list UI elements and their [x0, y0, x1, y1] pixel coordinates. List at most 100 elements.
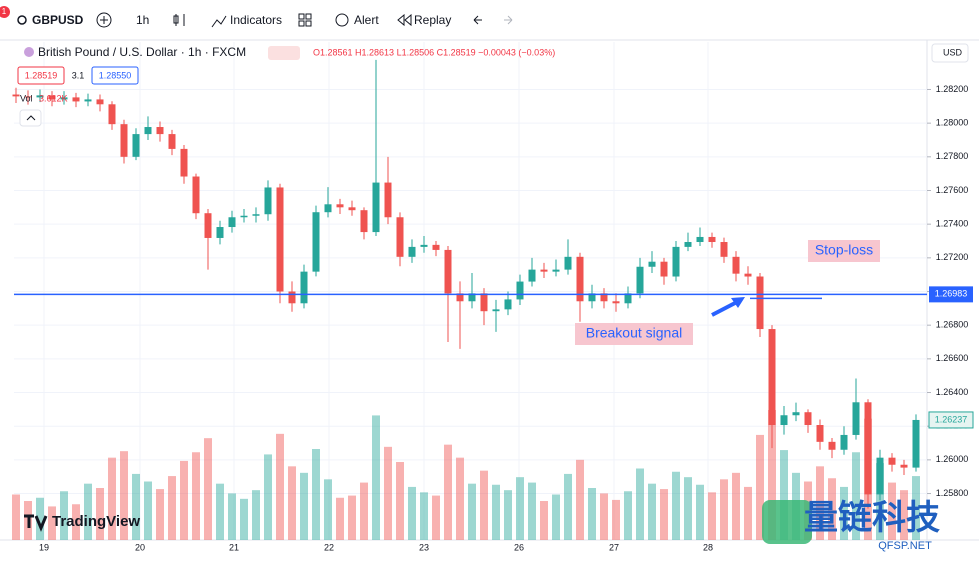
candle-body	[204, 213, 212, 238]
volume-bar	[492, 484, 500, 540]
x-tick-label: 22	[324, 542, 334, 552]
volume-bar	[660, 489, 668, 540]
currency[interactable]: USD	[943, 47, 963, 57]
volume-bar	[408, 486, 416, 540]
candle-body	[228, 217, 236, 228]
volume-bar	[852, 452, 860, 540]
volume-bar	[96, 488, 104, 540]
candle-body	[624, 293, 632, 304]
volume-bar	[252, 490, 260, 540]
volume-bar	[12, 494, 20, 540]
candle-body	[852, 402, 860, 435]
candle-body	[492, 309, 500, 312]
volume-bar	[708, 492, 716, 540]
candle-body	[72, 97, 80, 102]
volume-bar	[192, 452, 200, 540]
x-tick-label: 27	[609, 542, 619, 552]
candle-body	[444, 249, 452, 294]
arrow-shaft	[711, 300, 738, 317]
legend-title: British Pound / U.S. Dollar · 1h · FXCM	[38, 45, 246, 59]
volume-bar	[912, 476, 920, 540]
y-tick-label: 1.26800	[936, 320, 969, 330]
toolbar	[0, 0, 979, 40]
ask[interactable]: 1.28550	[99, 70, 132, 80]
candle-body	[540, 269, 548, 272]
plus-icon	[100, 16, 108, 24]
volume-bar	[576, 459, 584, 540]
sell-box[interactable]	[17, 66, 65, 85]
volume-bar	[228, 493, 236, 540]
legend-ohlc: O1.28561 H1.28613 L1.28506 C1.28519 −0.0…	[313, 47, 555, 57]
volume-bar	[480, 470, 488, 540]
volume-bar	[156, 489, 164, 540]
candle-body	[108, 104, 116, 125]
add-symbol[interactable]	[96, 12, 112, 28]
volume-bar	[768, 410, 776, 540]
buy-box[interactable]	[91, 66, 139, 85]
layout-icon[interactable]	[298, 13, 305, 20]
last-price-tag	[928, 411, 974, 429]
candle-body	[840, 434, 848, 450]
volume-bar	[120, 451, 128, 540]
interval[interactable]: 1h	[136, 13, 149, 27]
candle-body	[336, 204, 344, 208]
candle-body	[756, 276, 764, 330]
level-tag	[929, 286, 973, 303]
alert[interactable]: Alert	[354, 13, 379, 27]
watermark-name: 量链科技	[804, 499, 940, 537]
volume-bar	[900, 490, 908, 540]
candle-body	[636, 266, 644, 294]
candle-body	[696, 236, 704, 243]
bid[interactable]: 1.28519	[25, 70, 58, 80]
candle-body	[48, 95, 56, 100]
x-tick-label: 26	[514, 542, 524, 552]
undo[interactable]	[473, 15, 482, 25]
volume-bar	[204, 438, 212, 540]
collapse-button[interactable]	[19, 109, 42, 127]
volume-bar	[396, 462, 404, 540]
watermark-logo	[762, 500, 812, 544]
indicators[interactable]: Indicators	[230, 13, 282, 27]
candle-body	[528, 269, 536, 282]
candle-body	[24, 96, 32, 98]
annotation-box	[575, 323, 693, 345]
volume-bar	[780, 450, 788, 540]
candle-body	[888, 457, 896, 465]
annotation-stop-loss: Stop-loss	[815, 242, 873, 258]
currency-button[interactable]	[931, 43, 969, 63]
candle-body	[432, 244, 440, 250]
candle-body	[144, 127, 152, 135]
y-tick-label: 1.26400	[936, 387, 969, 397]
volume-bar	[444, 444, 452, 540]
y-tick-label: 1.27400	[936, 219, 969, 229]
volume-bar	[624, 491, 632, 540]
badge-count: 1	[2, 7, 7, 16]
replay[interactable]: Replay	[414, 13, 451, 27]
candle-body	[84, 99, 92, 102]
symbol[interactable]: GBPUSD	[32, 13, 84, 27]
redo[interactable]	[504, 15, 513, 25]
candle-body	[864, 402, 872, 495]
candle-body	[720, 242, 728, 257]
layout-icon	[298, 20, 305, 27]
volume-bar	[564, 473, 572, 540]
search-icon[interactable]	[17, 15, 27, 25]
volume-bar	[816, 466, 824, 540]
volume-bar	[672, 471, 680, 540]
candle-body	[576, 256, 584, 302]
volume-bar	[60, 491, 68, 540]
x-tick-label: 21	[229, 542, 239, 552]
candle-body	[876, 457, 884, 495]
candle-body	[348, 207, 356, 211]
candle-body	[480, 293, 488, 312]
candle-body	[60, 97, 68, 100]
arrow-head	[731, 297, 745, 308]
volume-bar	[72, 504, 80, 540]
y-tick-label: 1.27600	[936, 185, 969, 195]
candle-body	[132, 134, 140, 157]
candle-body	[180, 148, 188, 177]
candle-body	[744, 273, 752, 277]
volume-value: 3.612K	[39, 93, 68, 103]
volume-bar	[168, 476, 176, 540]
